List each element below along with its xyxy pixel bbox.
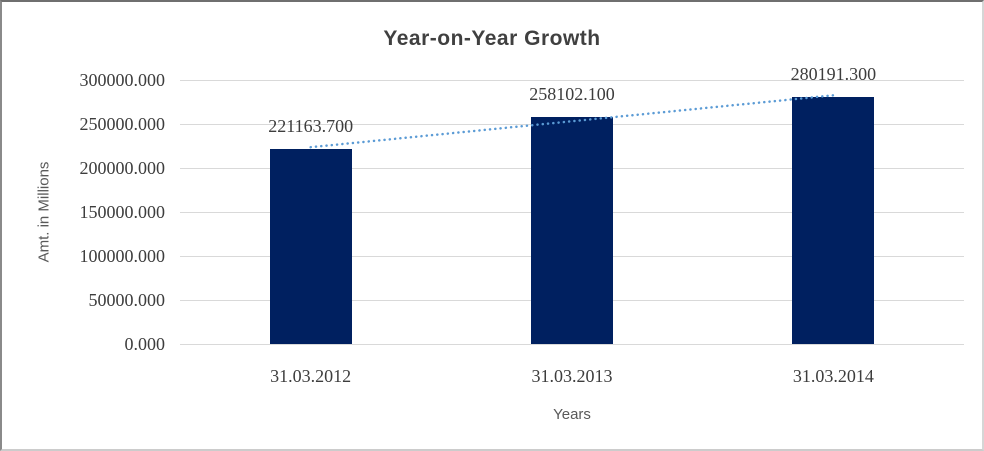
x-tick-label: 31.03.2014 [792,366,874,386]
gridline [180,80,964,81]
data-label: 221163.700 [268,116,354,137]
x-axis-title: Years [553,406,591,423]
y-tick-label: 50000.000 [88,290,166,310]
gridline [180,344,964,345]
x-tick-label: 31.03.2013 [531,366,613,386]
data-label: 280191.300 [790,64,877,85]
y-tick-label: 250000.000 [79,114,166,134]
bar-31.03.2012[interactable] [269,149,352,344]
plot-area [180,80,964,345]
y-tick-label: 200000.000 [79,158,166,178]
chart-title: Year-on-Year Growth [383,27,601,50]
bar-31.03.2014[interactable] [792,97,875,344]
data-label: 258102.100 [529,83,615,104]
bar-31.03.2013[interactable] [531,116,613,344]
y-tick-label: 0.000 [124,334,166,354]
y-tick-label: 100000.000 [79,246,166,266]
y-tick-label: 150000.000 [79,202,166,222]
x-tick-label: 31.03.2012 [270,366,352,386]
y-tick-label: 300000.000 [79,70,166,90]
